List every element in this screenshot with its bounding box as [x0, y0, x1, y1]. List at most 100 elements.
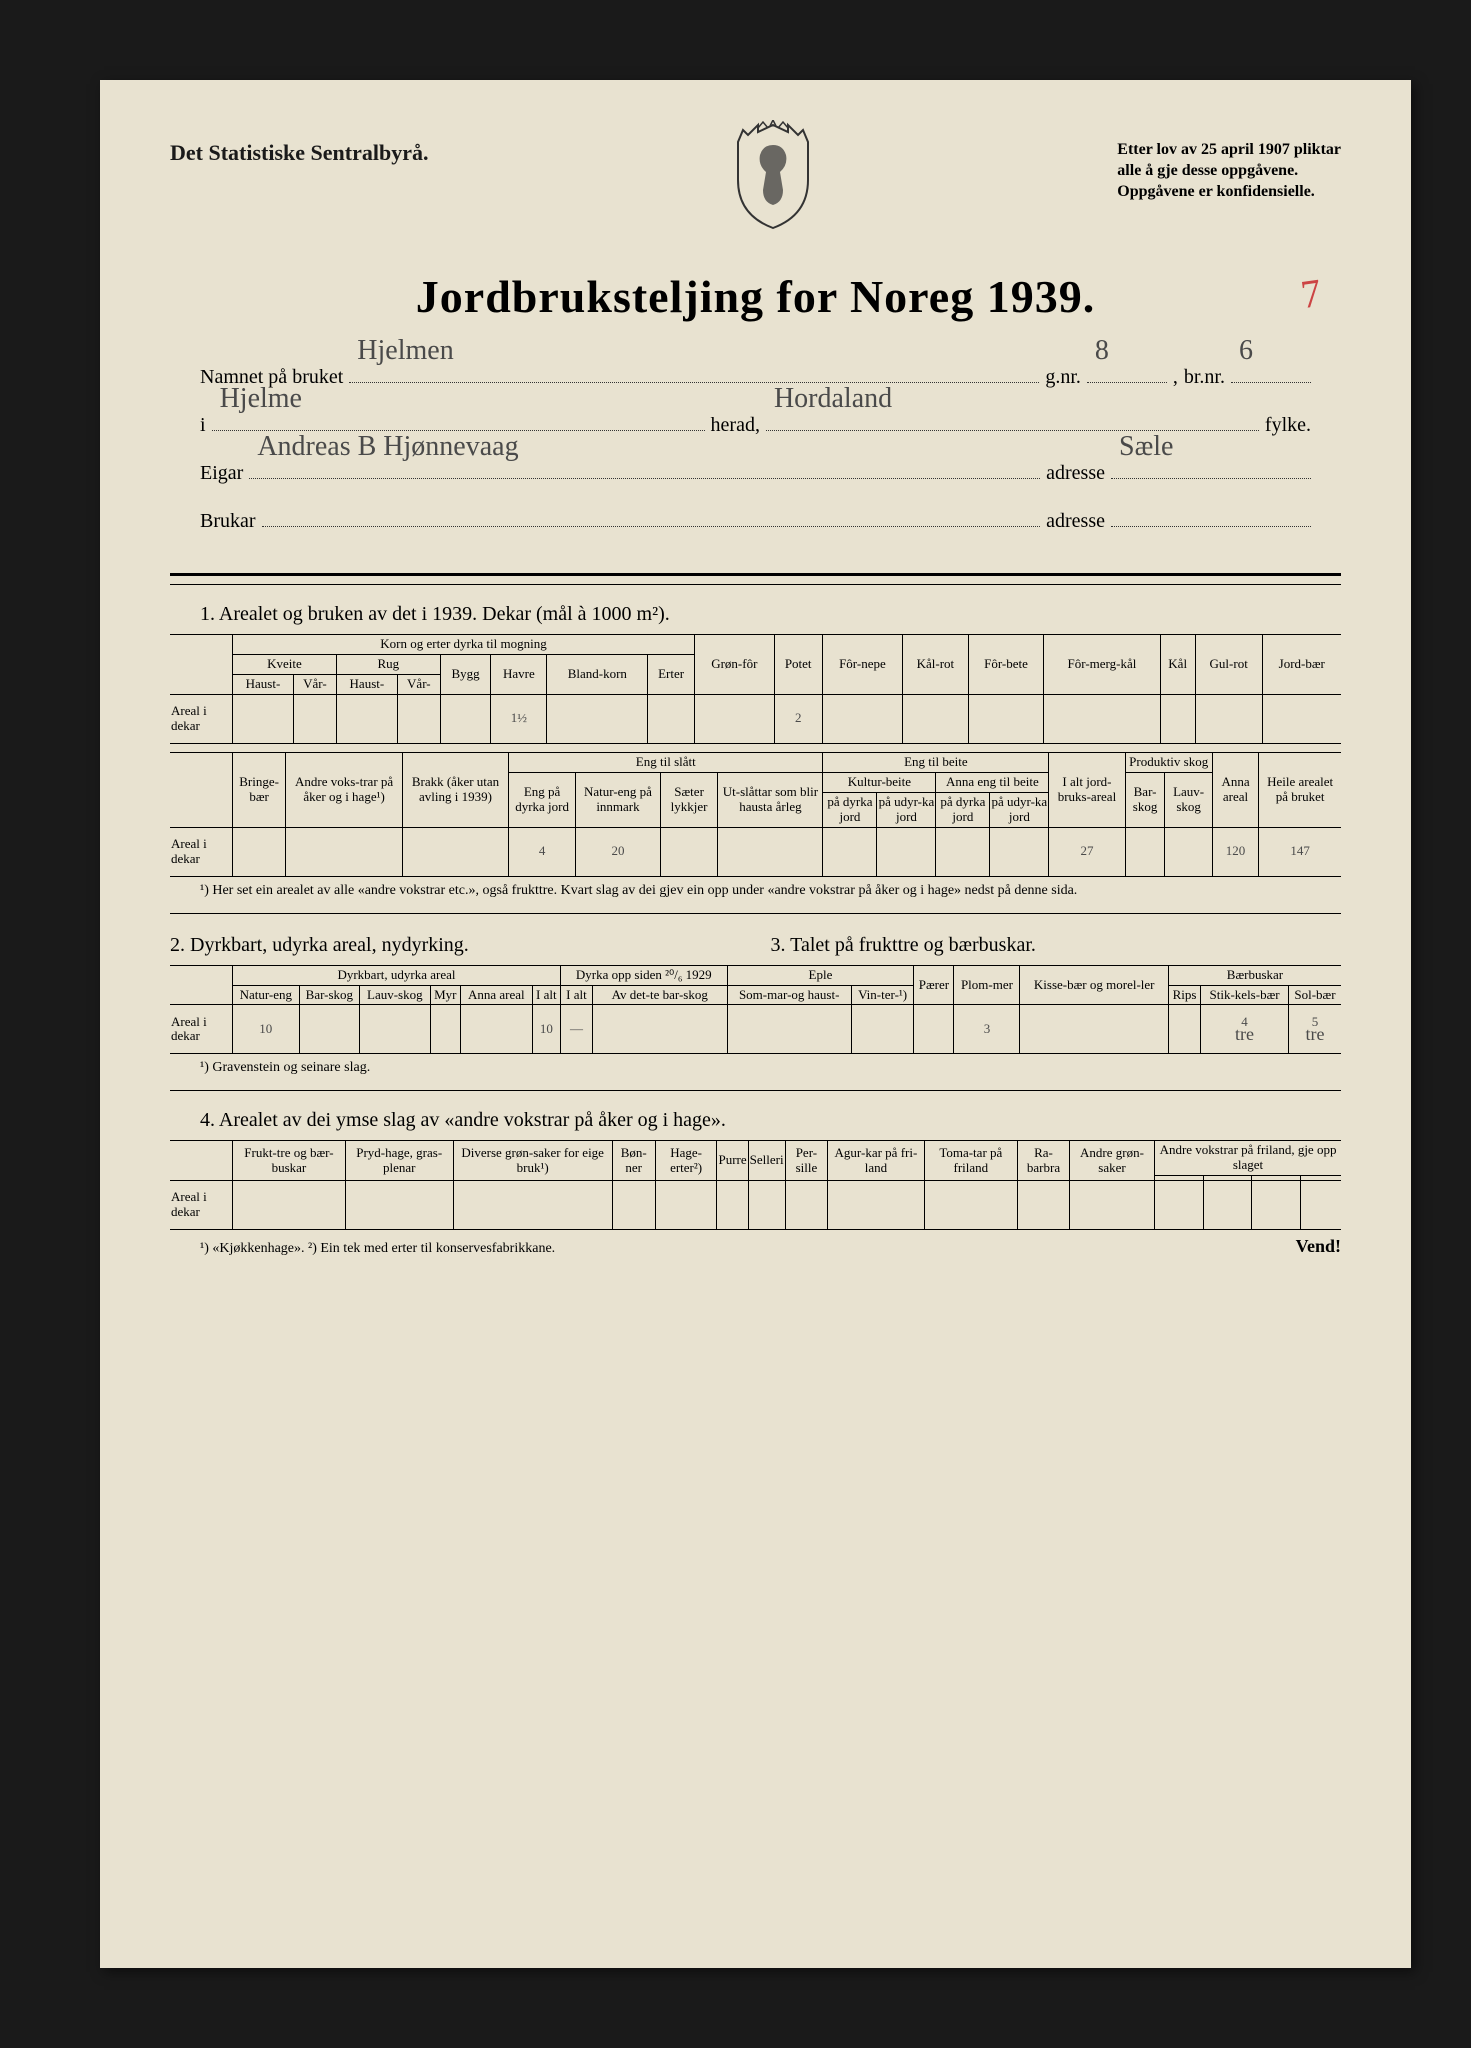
val-stikkels2: tre [1235, 1024, 1254, 1044]
col: Anna areal [461, 985, 533, 1005]
footnote-1: ¹) Her set ein arealet av alle «andre vo… [200, 883, 1341, 899]
col: Som-mar-og haust- [727, 985, 851, 1005]
col: Sæter lykkjer [660, 772, 718, 827]
section1-title: 1. Arealet og bruken av det i 1939. Deka… [200, 603, 1341, 626]
legal-notice: Etter lov av 25 april 1907 pliktar alle … [1117, 140, 1341, 202]
col: Kveite [233, 654, 337, 674]
col: Lauv-skog [1165, 772, 1212, 827]
col: Anna areal [1212, 752, 1259, 827]
header: Det Statistiske Sentralbyrå. Etter lov a… [170, 140, 1341, 230]
val-ialt: 27 [1049, 827, 1125, 876]
field-bruket: Hjelmen [357, 317, 453, 384]
col: Bøn-ner [612, 1141, 655, 1181]
field-fylke: Hordaland [774, 365, 892, 432]
field-eigar: Andreas B Hjønnevaag [257, 413, 518, 480]
field-brnr: 6 [1239, 317, 1253, 384]
col: Haust- [233, 674, 294, 694]
col-group: Eng til slått [509, 752, 823, 772]
col: Kål-rot [903, 635, 969, 695]
col: Per-sille [785, 1141, 828, 1181]
field-eigar-adresse: Sæle [1119, 413, 1173, 480]
col: Andre voks-trar på åker og i hage¹) [286, 752, 403, 827]
col: Lauv-skog [360, 985, 430, 1005]
col: Vår- [293, 674, 336, 694]
col: Fôr-nepe [822, 635, 902, 695]
col: på dyrka jord [936, 792, 990, 827]
val-heile: 147 [1259, 827, 1341, 876]
col-group: Produktiv skog [1125, 752, 1212, 772]
turn-over: Vend! [1296, 1236, 1341, 1257]
col: Agur-kar på fri-land [828, 1141, 924, 1181]
label: adresse [1046, 497, 1105, 545]
col: på dyrka jord [823, 792, 877, 827]
label: Brukar [200, 497, 256, 545]
col: på udyr-ka jord [877, 792, 936, 827]
legal-line: alle å gje desse oppgåvene. [1117, 161, 1341, 182]
col: Rug [336, 654, 440, 674]
col: Selleri [748, 1141, 785, 1181]
col: Fôr-bete [968, 635, 1044, 695]
identification-block: Namnet på bruket Hjelmen g.nr. 8 , br.nr… [170, 353, 1341, 565]
col-group: Dyrkbart, udyrka areal [233, 965, 561, 985]
col: Toma-tar på friland [924, 1141, 1017, 1181]
section3-title: 3. Talet på frukttre og bærbuskar. [771, 934, 1342, 957]
col: Natur-eng [233, 985, 300, 1005]
col: Kisse-bær og morel-ler [1020, 965, 1168, 1005]
form-paper: Det Statistiske Sentralbyrå. Etter lov a… [100, 80, 1411, 1968]
col: Myr [430, 985, 460, 1005]
footnote-2: ¹) Gravenstein og seinare slag. [200, 1060, 1341, 1076]
coat-of-arms-icon [728, 120, 818, 230]
col: Ra-barbra [1018, 1141, 1070, 1181]
row-label: Areal i dekar [170, 694, 233, 743]
label: herad, [711, 401, 760, 449]
col: Bland-korn [547, 654, 648, 694]
row-label: Areal i dekar [170, 1005, 233, 1054]
col: Kultur-beite [823, 772, 936, 792]
col: I alt [532, 985, 560, 1005]
table-1a: Korn og erter dyrka til mogning Grøn-fôr… [170, 634, 1341, 744]
col: på udyr-ka jord [990, 792, 1049, 827]
label: i [200, 401, 206, 449]
col: Gul-rot [1195, 635, 1262, 695]
table-2-3: Dyrkbart, udyrka areal Dyrka opp siden ²… [170, 965, 1341, 1055]
col: Natur-eng på innmark [576, 772, 661, 827]
col: Potet [774, 635, 822, 695]
col: Plom-mer [954, 965, 1020, 1005]
val-eng-dyrka: 4 [509, 827, 576, 876]
agency-name: Det Statistiske Sentralbyrå. [170, 140, 428, 166]
col: Erter [648, 654, 695, 694]
field-gnr: 8 [1095, 317, 1109, 384]
col: Vin-ter-¹) [851, 985, 914, 1005]
col: Kål [1160, 635, 1195, 695]
col: Av det-te bar-skog [592, 985, 727, 1005]
table-4: Frukt-tre og bær-buskar Pryd-hage, gras-… [170, 1140, 1341, 1230]
footnote-4: ¹) «Kjøkkenhage». ²) Ein tek med erter t… [200, 1241, 555, 1257]
row-label: Areal i dekar [170, 827, 233, 876]
col: Anna eng til beite [936, 772, 1049, 792]
col: Jord-bær [1262, 635, 1341, 695]
section2-title: 2. Dyrkbart, udyrka areal, nydyrking. [170, 934, 741, 957]
col: Stik-kels-bær [1201, 985, 1289, 1005]
col: Pryd-hage, gras-plenar [345, 1141, 453, 1181]
col: Havre [491, 654, 547, 694]
col: Purre [717, 1141, 748, 1181]
col: Brakk (åker utan avling i 1939) [402, 752, 508, 827]
label: adresse [1046, 449, 1105, 497]
col: Bygg [440, 654, 490, 694]
col-group: Bærbuskar [1168, 965, 1341, 985]
val-ialt23: 10 [532, 1005, 560, 1054]
val-plommer: 3 [954, 1005, 1020, 1054]
legal-line: Oppgåvene er konfidensielle. [1117, 182, 1341, 203]
legal-line: Etter lov av 25 april 1907 pliktar [1117, 140, 1341, 161]
col: I alt [560, 985, 592, 1005]
col-group: Eng til beite [823, 752, 1049, 772]
col: Eng på dyrka jord [509, 772, 576, 827]
col: Fôr-merg-kål [1044, 635, 1160, 695]
col: Ut-slåttar som blir hausta årleg [718, 772, 823, 827]
val-natureng2: 10 [233, 1005, 300, 1054]
val-solbar2: tre [1305, 1024, 1324, 1044]
label: g.nr. [1045, 353, 1081, 401]
col: Frukt-tre og bær-buskar [233, 1141, 346, 1181]
col: Andre grøn-saker [1070, 1141, 1155, 1181]
col: Bar-skog [299, 985, 360, 1005]
